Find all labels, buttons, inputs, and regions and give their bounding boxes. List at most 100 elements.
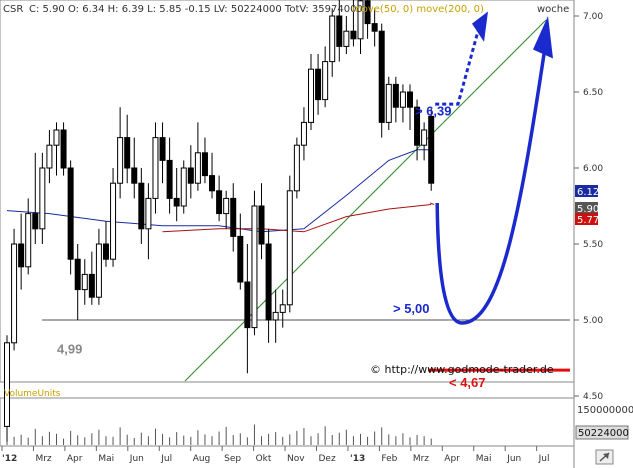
candle-body	[350, 30, 357, 40]
time-axis: '12 Mrz Apr Mai Jun Jul Aug Sep Okt Nov Dez '13 Feb M…	[1, 446, 550, 464]
candle-body	[187, 167, 194, 184]
candle-body	[88, 273, 95, 298]
volume-last-value: 50224000	[578, 428, 629, 439]
candle-body	[421, 129, 428, 146]
scroll-arrow-icon[interactable]	[595, 449, 614, 465]
price-tick-label: 5.50	[583, 240, 603, 250]
moving-average-200	[162, 204, 432, 233]
price-tick-label: 6.50	[583, 88, 603, 98]
moving-average-200-extension	[429, 202, 435, 205]
time-tick-label: '13	[350, 454, 365, 464]
volume-panel	[0, 397, 575, 447]
candle-body	[293, 144, 300, 192]
chart-header: CSR C: 5.90 O: 6.34 H: 6.39 L: 5.85 -0.1…	[3, 4, 569, 15]
time-tick-label: Apr	[67, 454, 83, 464]
time-tick-label: Dez	[319, 454, 336, 464]
candle-body	[406, 91, 413, 108]
price-tick-label: 4.50	[583, 392, 603, 402]
candle-body	[131, 167, 138, 184]
time-tick-label: '12	[2, 454, 17, 464]
header-symbol: CSR	[3, 4, 23, 15]
candles	[4, 0, 435, 442]
candle-body	[74, 258, 81, 291]
price-tick-label: 7.00	[583, 12, 603, 22]
candle-body	[102, 243, 109, 260]
time-tick-label: Feb	[381, 454, 397, 464]
candle-body	[60, 129, 67, 169]
candle-body	[258, 205, 265, 245]
candle-body	[201, 152, 208, 177]
projection-arrow-dotted	[435, 30, 480, 106]
candle-body	[286, 190, 293, 306]
projection-arrow-main-head	[533, 16, 553, 59]
annotation-label: < 4,67	[449, 375, 486, 390]
annotation-label: 4,99	[57, 342, 82, 357]
candle-body	[4, 342, 10, 427]
time-tick-label: Jun	[506, 454, 521, 464]
header-moving-average-label: move(50, 0) move(200, 0)	[352, 4, 484, 15]
candle-body	[322, 61, 329, 101]
candle-body	[209, 175, 216, 192]
candle-body	[152, 137, 159, 199]
candle-body	[414, 106, 421, 146]
candle-body	[336, 15, 343, 47]
candle-body	[364, 0, 371, 25]
candle-body	[180, 167, 187, 207]
volume-last-tag	[575, 425, 629, 440]
candle-body	[329, 15, 336, 63]
time-tick-label: Jun	[129, 454, 144, 464]
price-tag-value: 6.12	[577, 187, 599, 198]
candle-body	[251, 205, 258, 329]
time-tick-label: Jul	[160, 454, 172, 464]
time-tick-label: Sep	[224, 454, 241, 464]
candle-body	[46, 144, 53, 169]
candle-body	[399, 91, 406, 108]
projection-arrow-dotted-head	[472, 11, 488, 42]
price-tag-box	[575, 185, 598, 197]
candle-body	[385, 83, 392, 123]
time-tick-label: Nov	[287, 454, 305, 464]
candle-body	[67, 167, 74, 260]
time-tick-label: Jul	[538, 454, 550, 464]
candle-body	[371, 23, 378, 32]
candle-body	[343, 30, 350, 47]
candle-body	[272, 311, 279, 321]
time-tick-label: Mai	[476, 454, 492, 464]
candle-body	[53, 129, 60, 146]
annotation-label: > 5,00	[393, 301, 430, 316]
candle-body	[237, 235, 244, 283]
candle-body	[159, 137, 166, 161]
candle-body	[138, 182, 145, 230]
price-tags: 6.12 5.905.77	[575, 185, 599, 226]
volume-tick-label: 150000000	[577, 405, 633, 416]
candle-body	[32, 213, 39, 230]
candle-body	[11, 243, 18, 344]
price-tick-label: 5.00	[583, 316, 603, 326]
candle-body	[194, 152, 201, 184]
candle-body	[315, 68, 322, 101]
candle-body	[265, 243, 272, 321]
candle-body	[95, 243, 102, 298]
annotation-label: > 6,39	[415, 104, 452, 119]
candle-body	[173, 197, 180, 207]
price-tag-value: 5.77	[577, 215, 599, 226]
candle-body	[392, 83, 399, 108]
candle-body	[124, 137, 131, 169]
time-tick-label: Okt	[256, 454, 272, 464]
candle-body	[308, 68, 315, 123]
time-tick-label: Apr	[444, 454, 460, 464]
candle-body	[39, 167, 46, 230]
time-tick-label: Aug	[193, 454, 211, 464]
candle-body	[25, 213, 32, 268]
candle-body	[428, 115, 435, 184]
volume-bars	[6, 424, 432, 445]
price-tag-value: 5.90	[577, 204, 599, 215]
price-tag-box	[575, 213, 598, 225]
candle-body	[378, 30, 385, 123]
time-tick-label: Mrz	[35, 454, 51, 464]
projection-arrow-main	[435, 53, 546, 325]
price-axis: 4.505.005.506.006.507.007.508.008.50	[574, 12, 603, 402]
candle-body	[244, 281, 251, 329]
candle-body	[300, 121, 307, 146]
